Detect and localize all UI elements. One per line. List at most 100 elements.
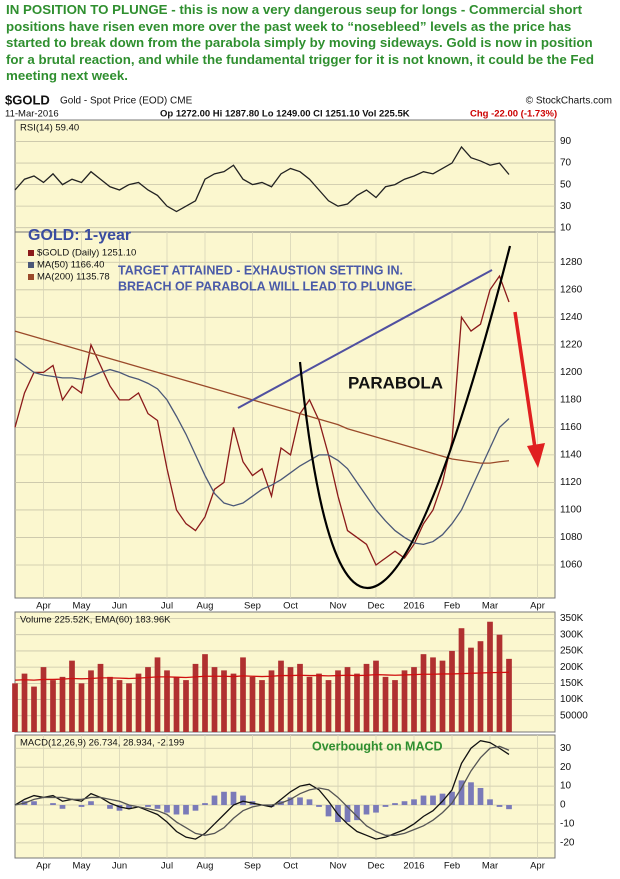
bar <box>306 799 313 806</box>
y-tick-label: 50000 <box>560 710 588 721</box>
bar <box>468 647 474 732</box>
bar <box>50 680 56 732</box>
bar <box>145 805 151 807</box>
x-tick-label: Apr <box>530 861 545 872</box>
annotation: PARABOLA <box>348 373 443 392</box>
bar <box>164 670 170 732</box>
y-tick-label: 50 <box>560 179 572 190</box>
change: Chg -22.00 (-1.73%) <box>470 109 557 120</box>
line <box>14 274 510 566</box>
bar <box>192 663 199 732</box>
y-tick-label: 1200 <box>560 367 583 378</box>
bar <box>164 805 170 813</box>
symbol: $GOLD <box>5 92 50 107</box>
y-tick-label: 1120 <box>560 477 582 488</box>
bar <box>31 801 37 806</box>
legend-entry: MA(200) 1135.78 <box>37 272 110 283</box>
plot-layers: 90 70 50 30 10 RSI(14) 59.40 1060 1080 1100 1120 1… <box>12 119 588 872</box>
y-tick-label: 350K <box>560 613 584 624</box>
bar <box>88 670 94 732</box>
x-tick-label: May <box>73 861 91 872</box>
legend-entry: $GOLD (Daily) 1251.10 <box>37 248 136 259</box>
x-tick-label: Mar <box>482 861 498 872</box>
x-tick-label: Nov <box>330 861 347 872</box>
bar <box>173 676 180 732</box>
bar <box>382 676 389 732</box>
bar <box>297 663 303 732</box>
bar <box>439 660 446 732</box>
bar <box>373 660 379 732</box>
quote: Op 1272.00 Hi 1287.80 Lo 1249.00 Cl 1251… <box>160 109 410 120</box>
y-tick-label: 1240 <box>560 312 583 323</box>
bar <box>116 680 123 732</box>
x-tick-label: Aug <box>197 601 214 612</box>
bar <box>268 805 275 807</box>
x-tick-label: Nov <box>330 601 347 612</box>
bar <box>506 805 512 810</box>
annotation: BREACH OF PARABOLA WILL LEAD TO PLUNGE. <box>118 279 416 293</box>
x-tick-label: Jul <box>161 601 173 612</box>
bar <box>506 658 512 732</box>
y-tick-label: 1280 <box>560 257 583 268</box>
bar <box>107 676 113 732</box>
bar <box>487 621 493 732</box>
bar <box>173 805 180 815</box>
bar <box>344 805 351 823</box>
bar <box>240 795 246 806</box>
y-tick-label: 70 <box>560 158 572 169</box>
bar <box>221 670 227 732</box>
x-tick-label: 2016 <box>403 861 424 872</box>
x-tick-label: Jun <box>112 601 127 612</box>
y-tick-label: 150K <box>560 678 584 689</box>
bar <box>439 793 446 806</box>
bar <box>192 805 199 811</box>
bar <box>401 801 408 806</box>
annotation: GOLD: 1-year <box>28 227 131 244</box>
x-tick-label: Sep <box>244 601 261 612</box>
y-tick-label: 300K <box>560 629 584 640</box>
panel-title: MACD(12,26,9) 26.734, 28.934, -2.199 <box>20 738 184 749</box>
panel-background <box>14 231 556 599</box>
parabola <box>298 245 512 589</box>
line <box>14 358 510 546</box>
x-tick-label: Oct <box>283 601 298 612</box>
panel-background <box>14 611 556 733</box>
bar <box>249 676 256 732</box>
bar <box>259 680 265 732</box>
bar <box>154 805 161 809</box>
bar <box>325 680 332 732</box>
legend-swatch <box>28 250 34 256</box>
bar <box>496 805 503 807</box>
bar <box>373 805 379 813</box>
bar <box>468 782 474 806</box>
arrow-head <box>527 443 545 468</box>
y-tick-label: 30 <box>560 201 572 212</box>
bar <box>135 673 142 732</box>
bar <box>354 805 360 821</box>
y-tick-label: 1140 <box>560 450 582 461</box>
y-tick-label: 10 <box>560 222 572 233</box>
bar <box>287 797 294 806</box>
annotation: TARGET ATTAINED - EXHAUSTION SETTING IN. <box>118 263 403 277</box>
bar <box>430 657 436 732</box>
x-tick-label: May <box>73 601 91 612</box>
y-tick-label: 1080 <box>560 532 583 543</box>
x-tick-label: Apr <box>530 601 545 612</box>
y-tick-label: 1220 <box>560 339 583 350</box>
y-tick-label: 10 <box>560 781 572 792</box>
x-tick-label: Feb <box>444 601 460 612</box>
bar <box>202 803 208 806</box>
bar <box>107 805 113 809</box>
bar <box>297 797 303 806</box>
bar <box>78 683 85 732</box>
bar <box>230 791 237 806</box>
bar <box>230 673 237 732</box>
bar <box>211 795 218 806</box>
y-tick-label: -20 <box>560 838 575 849</box>
bar <box>344 667 351 732</box>
bar <box>325 805 332 817</box>
date: 11-Mar-2016 <box>5 109 59 120</box>
bar <box>392 803 398 806</box>
bar <box>496 634 503 732</box>
